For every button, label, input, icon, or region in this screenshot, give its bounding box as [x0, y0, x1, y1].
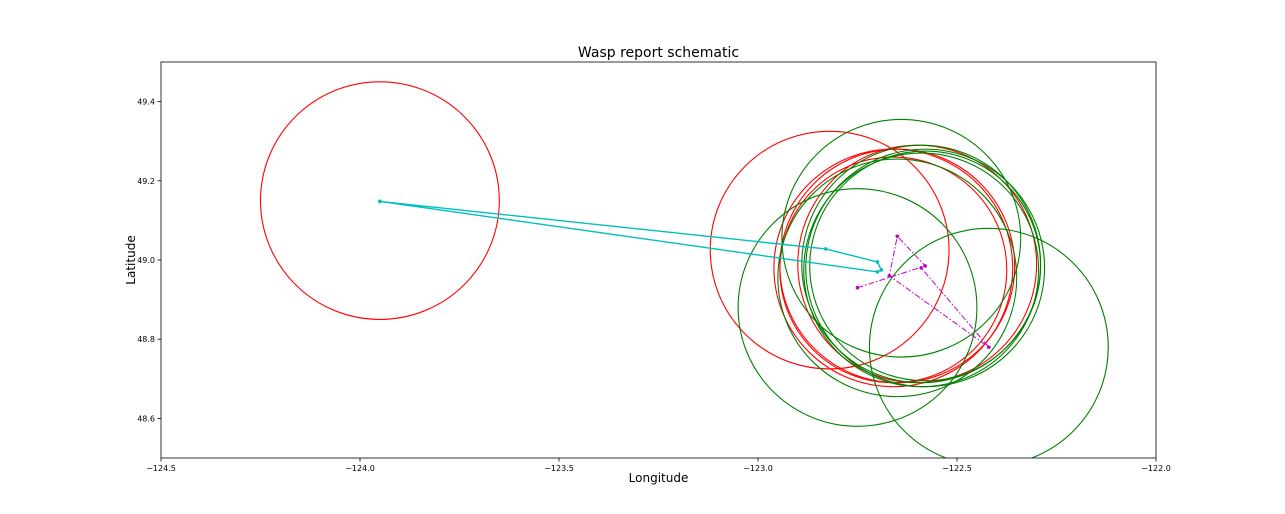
track-point-cyan-2 — [875, 260, 880, 264]
x-tick-label: −122.5 — [942, 464, 972, 473]
x-tick-label: −123.0 — [743, 464, 773, 473]
range-circle-green-12 — [809, 150, 1042, 382]
range-circle-green-13 — [868, 227, 1109, 458]
x-tick-label: −124.5 — [146, 464, 176, 473]
track-point-magenta-5 — [919, 266, 923, 270]
track-point-cyan-1 — [823, 247, 828, 251]
x-axis: −124.5 −124.0 −123.5 −123.0 −122.5 −122.0 — [146, 458, 1171, 473]
track-point-cyan-5 — [378, 199, 382, 204]
track-point-magenta-3 — [887, 274, 892, 278]
range-circle-red-0 — [259, 81, 500, 320]
y-tick-label: 48.8 — [137, 335, 155, 344]
x-tick-label: −123.5 — [544, 464, 574, 473]
range-circle-green-11 — [803, 152, 1040, 388]
x-tick-label: −122.0 — [1141, 464, 1171, 473]
track-point-cyan-3 — [879, 268, 884, 272]
range-circle-green-7 — [781, 118, 1022, 358]
track-point-magenta-1 — [923, 264, 927, 268]
y-axis: 48.6 48.8 49.0 49.2 49.4 — [137, 98, 161, 423]
track-point-cyan-4 — [875, 270, 880, 274]
plot-area — [259, 81, 1109, 458]
y-tick-label: 49.4 — [137, 98, 155, 107]
track-point-magenta-4 — [987, 345, 991, 349]
range-circle-green-8 — [737, 188, 978, 427]
y-tick-label: 49.2 — [137, 177, 155, 186]
track-line-magenta — [857, 235, 990, 348]
track-line-cyan — [379, 200, 883, 273]
y-axis-label: Latitude — [124, 235, 138, 284]
track-point-magenta-2 — [895, 234, 900, 239]
x-tick-label: −124.0 — [345, 464, 375, 473]
range-circle-green-6 — [777, 158, 1018, 398]
track-point-magenta-0 — [855, 285, 860, 290]
y-tick-label: 48.6 — [137, 414, 155, 423]
chart-title: Wasp report schematic — [578, 45, 739, 61]
x-axis-label: Longitude — [629, 471, 689, 485]
y-tick-label: 49.0 — [137, 256, 155, 265]
